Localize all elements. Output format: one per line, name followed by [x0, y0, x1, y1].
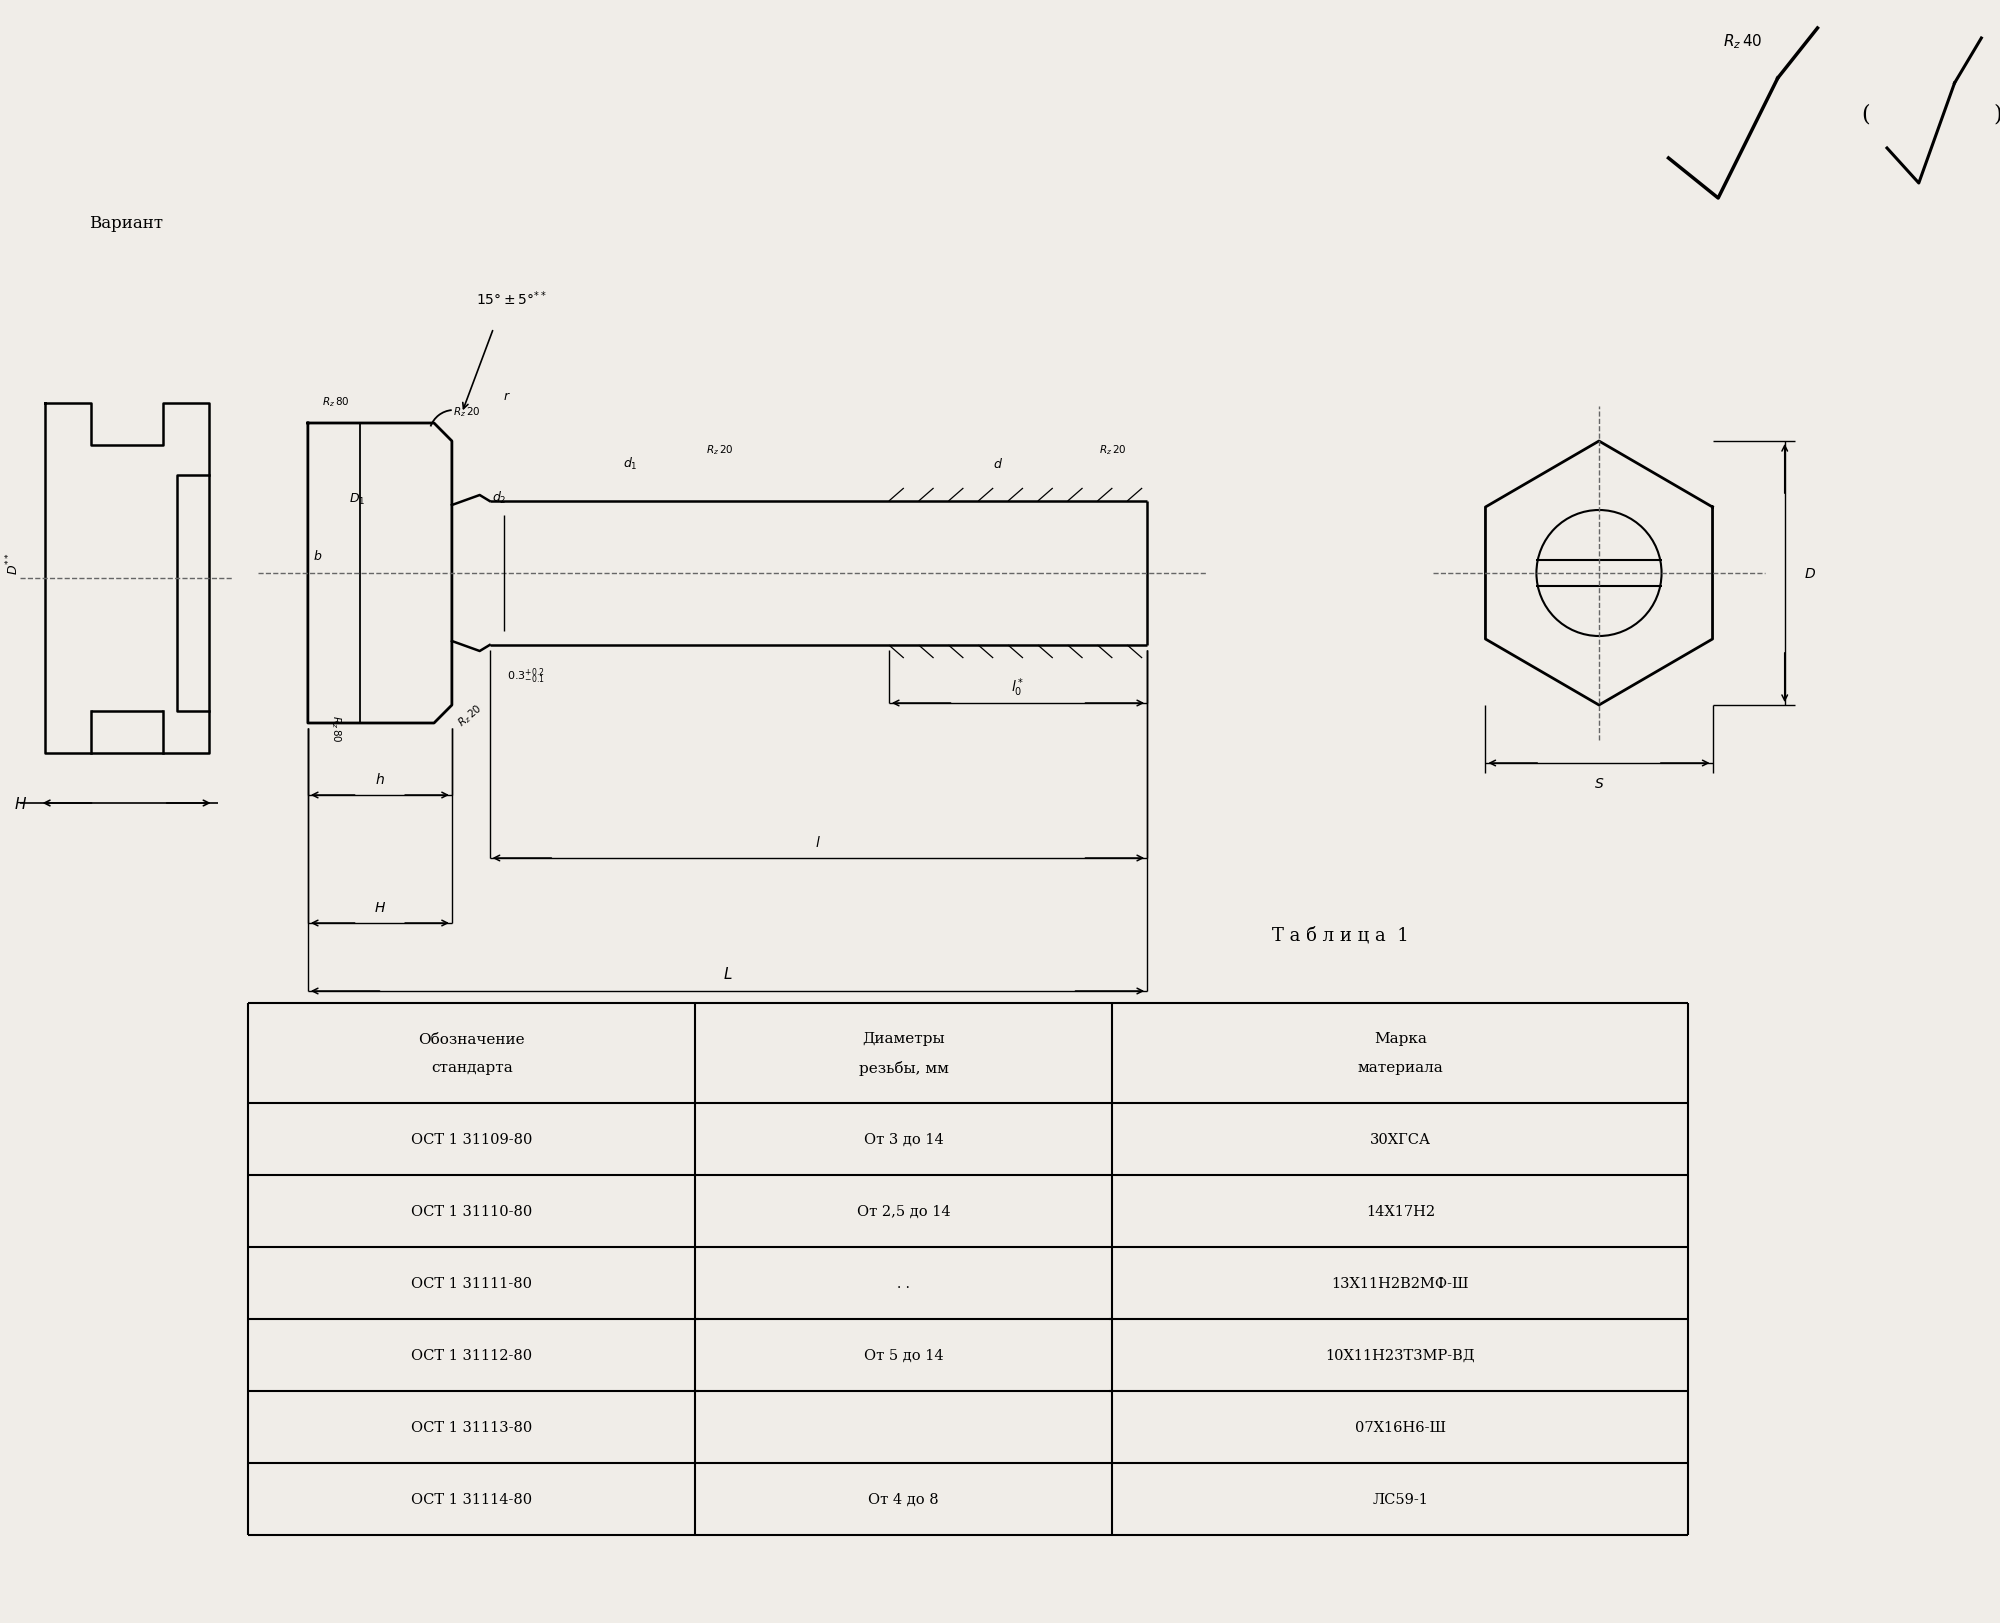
Text: . .: . .	[898, 1276, 910, 1290]
Text: Марка: Марка	[1374, 1032, 1426, 1045]
Text: $H$: $H$	[374, 901, 386, 914]
Text: $R_z\,20$: $R_z\,20$	[706, 443, 734, 456]
Text: От 5 до 14: От 5 до 14	[864, 1349, 944, 1362]
Text: $R_z\,40$: $R_z\,40$	[1724, 32, 1762, 52]
Text: $l$: $l$	[816, 834, 822, 850]
Text: 30ХГСА: 30ХГСА	[1370, 1133, 1430, 1146]
Text: ОСТ 1 31112-80: ОСТ 1 31112-80	[412, 1349, 532, 1362]
Text: $0.3^{+0.2}_{-0.1}$: $0.3^{+0.2}_{-0.1}$	[508, 665, 546, 685]
Text: От 5 до 14: От 5 до 14	[864, 1349, 944, 1362]
Text: $S$: $S$	[1594, 776, 1604, 790]
Text: $L$: $L$	[722, 966, 732, 982]
Text: ОСТ 1 31110-80: ОСТ 1 31110-80	[412, 1204, 532, 1219]
Text: $h$: $h$	[374, 773, 384, 787]
Text: $R_z\,20$: $R_z\,20$	[454, 701, 484, 730]
Text: ОСТ 1 31109-80: ОСТ 1 31109-80	[412, 1133, 532, 1146]
Text: $R_z\,80$: $R_z\,80$	[328, 714, 342, 742]
Text: От 3 до 14: От 3 до 14	[864, 1133, 944, 1146]
Text: $l_0^*$: $l_0^*$	[1012, 677, 1024, 700]
Text: ОСТ 1 31113-80: ОСТ 1 31113-80	[412, 1420, 532, 1435]
Text: резьбы, мм: резьбы, мм	[858, 1060, 948, 1076]
Text: 13Х11Н2В2МФ-Ш: 13Х11Н2В2МФ-Ш	[1332, 1276, 1470, 1290]
Text: Т а б л и ц а  1: Т а б л и ц а 1	[1272, 927, 1410, 945]
Text: $H$: $H$	[14, 795, 26, 812]
Text: стандарта: стандарта	[430, 1061, 512, 1074]
Text: ЛС59-1: ЛС59-1	[1372, 1492, 1428, 1506]
Text: $d$: $d$	[994, 456, 1004, 471]
Text: $r$: $r$	[502, 390, 510, 403]
Text: 10Х11Н23Т3МР-ВД: 10Х11Н23Т3МР-ВД	[1326, 1349, 1476, 1362]
Text: $15°\pm 5°^{**}$: $15°\pm 5°^{**}$	[476, 289, 546, 308]
Text: $R_z\,80$: $R_z\,80$	[322, 394, 350, 409]
Text: Диаметры: Диаметры	[862, 1032, 946, 1045]
Text: $D^{**}$: $D^{**}$	[4, 552, 22, 575]
Text: $R_z\,20$: $R_z\,20$	[1098, 443, 1126, 456]
Text: 07Х16Н6-Ш: 07Х16Н6-Ш	[1354, 1420, 1446, 1435]
Text: $b$: $b$	[314, 549, 322, 563]
Text: (: (	[1860, 102, 1870, 125]
Text: От 4 до 8: От 4 до 8	[868, 1492, 940, 1506]
Text: 14Х17Н2: 14Х17Н2	[1366, 1204, 1434, 1219]
Text: ): )	[1994, 102, 2000, 125]
Text: Обозначение: Обозначение	[418, 1032, 526, 1045]
Text: материала: материала	[1358, 1061, 1444, 1074]
Text: Вариант: Вариант	[90, 216, 164, 232]
Text: От 2,5 до 14: От 2,5 до 14	[856, 1204, 950, 1219]
Text: $R_z\,20$: $R_z\,20$	[454, 404, 480, 419]
Text: ОСТ 1 31111-80: ОСТ 1 31111-80	[412, 1276, 532, 1290]
Text: $D_1$: $D_1$	[350, 492, 366, 506]
Text: $d_2$: $d_2$	[492, 490, 506, 506]
Text: $d_1$: $d_1$	[624, 456, 638, 472]
Text: $D$: $D$	[1804, 566, 1816, 581]
Text: ОСТ 1 31114-80: ОСТ 1 31114-80	[412, 1492, 532, 1506]
